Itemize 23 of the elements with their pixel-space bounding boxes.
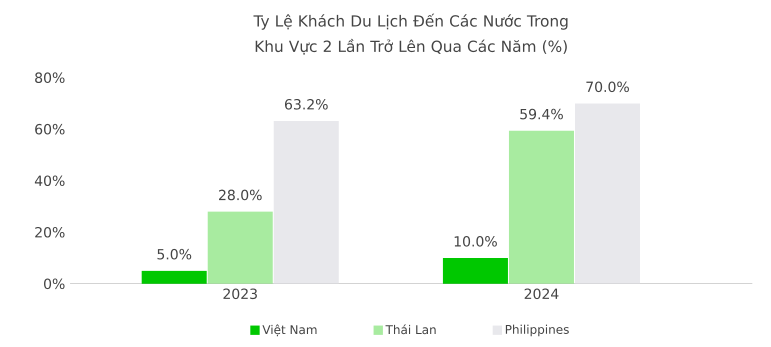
bar — [208, 212, 273, 284]
x-tick-label: 2023 — [223, 288, 257, 300]
bar — [508, 130, 574, 284]
data-label: 28.0% — [219, 190, 262, 200]
x-tick-label: 2024 — [524, 288, 558, 300]
bar — [574, 104, 640, 284]
data-label: 59.4% — [520, 108, 563, 120]
y-tick-label: 40% — [34, 176, 65, 186]
y-tick-label: 60% — [35, 124, 65, 135]
bar — [274, 121, 339, 284]
data-label: 10.0% — [454, 236, 497, 247]
bar — [142, 271, 207, 284]
data-label: 70.0% — [586, 82, 629, 92]
legend-label: Việt Nam — [262, 324, 317, 336]
legend-label: Thái Lan — [386, 324, 436, 334]
data-label: 5.0% — [158, 249, 192, 260]
data-label: 63.2% — [285, 99, 328, 110]
bar — [442, 258, 508, 284]
chart-title: Ty Lệ Khách Du Lịch Đến Các Nước Trong Khu Vực 2 Lần Trở Lên Qua Các Năm (%) — [253, 14, 568, 55]
legend-label: Philippines — [506, 324, 569, 336]
y-tick-label: 0% — [44, 278, 65, 290]
y-tick-label: 80% — [35, 72, 65, 84]
y-tick-label: 20% — [35, 227, 65, 238]
